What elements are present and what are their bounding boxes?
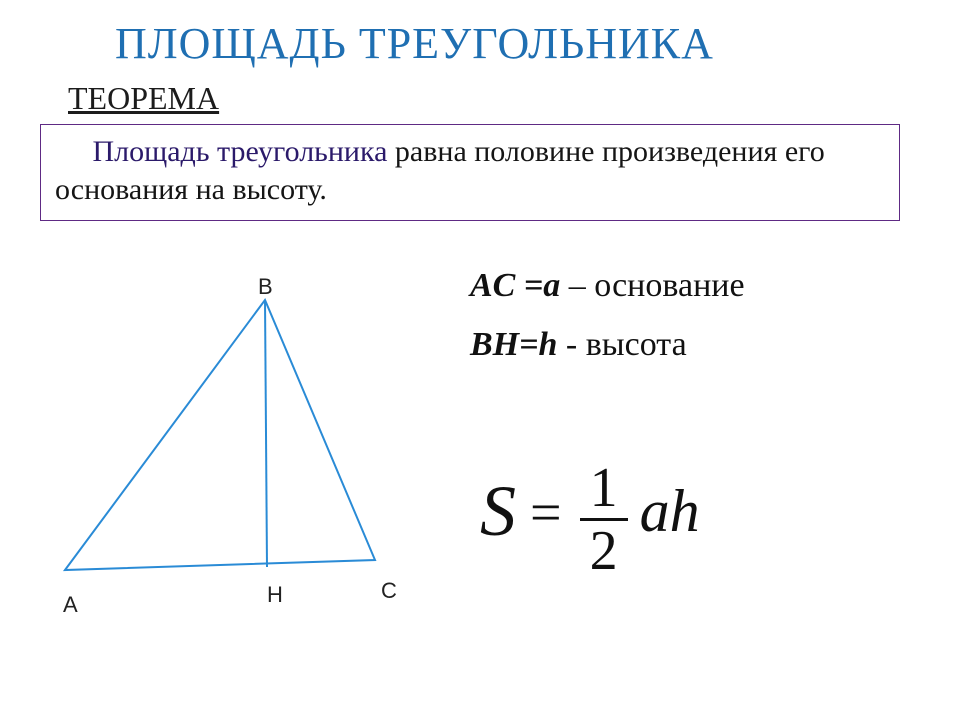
base-word: основание (594, 267, 744, 304)
formula-equals: = (530, 482, 562, 544)
fraction-numerator: 1 (580, 460, 628, 516)
height-var: BH=h (470, 326, 557, 363)
vertex-label-C: C (381, 578, 397, 604)
theorem-indent (55, 135, 93, 168)
triangle-altitude (265, 300, 267, 567)
base-definition: AC =a – основание (470, 260, 745, 313)
triangle-figure: A B C H (45, 280, 425, 620)
vertex-label-B: B (258, 274, 273, 300)
formula-fraction: 1 2 (580, 460, 628, 579)
base-dash: – (560, 267, 594, 304)
formula-S: S (480, 471, 516, 551)
base-var: AC =a (470, 267, 560, 304)
height-dash: - (557, 326, 585, 363)
definitions: AC =a – основание BH=h - высота (470, 260, 745, 377)
theorem-box: Площадь треугольника равна половине прои… (40, 124, 900, 221)
formula-ah: ah (640, 478, 700, 544)
area-formula: S= 1 2 ah (480, 460, 700, 579)
vertex-label-A: A (63, 592, 78, 618)
height-word: высота (586, 326, 687, 363)
slide-title: ПЛОЩАДЬ ТРЕУГОЛЬНИКА (115, 18, 714, 69)
theorem-heading: ТЕОРЕМА (68, 80, 219, 117)
height-definition: BH=h - высота (470, 319, 745, 372)
triangle-svg (45, 280, 425, 620)
fraction-denominator: 2 (580, 523, 628, 579)
triangle-polygon (65, 300, 375, 570)
theorem-lead: Площадь треугольника (93, 135, 388, 168)
vertex-label-H: H (267, 582, 283, 608)
